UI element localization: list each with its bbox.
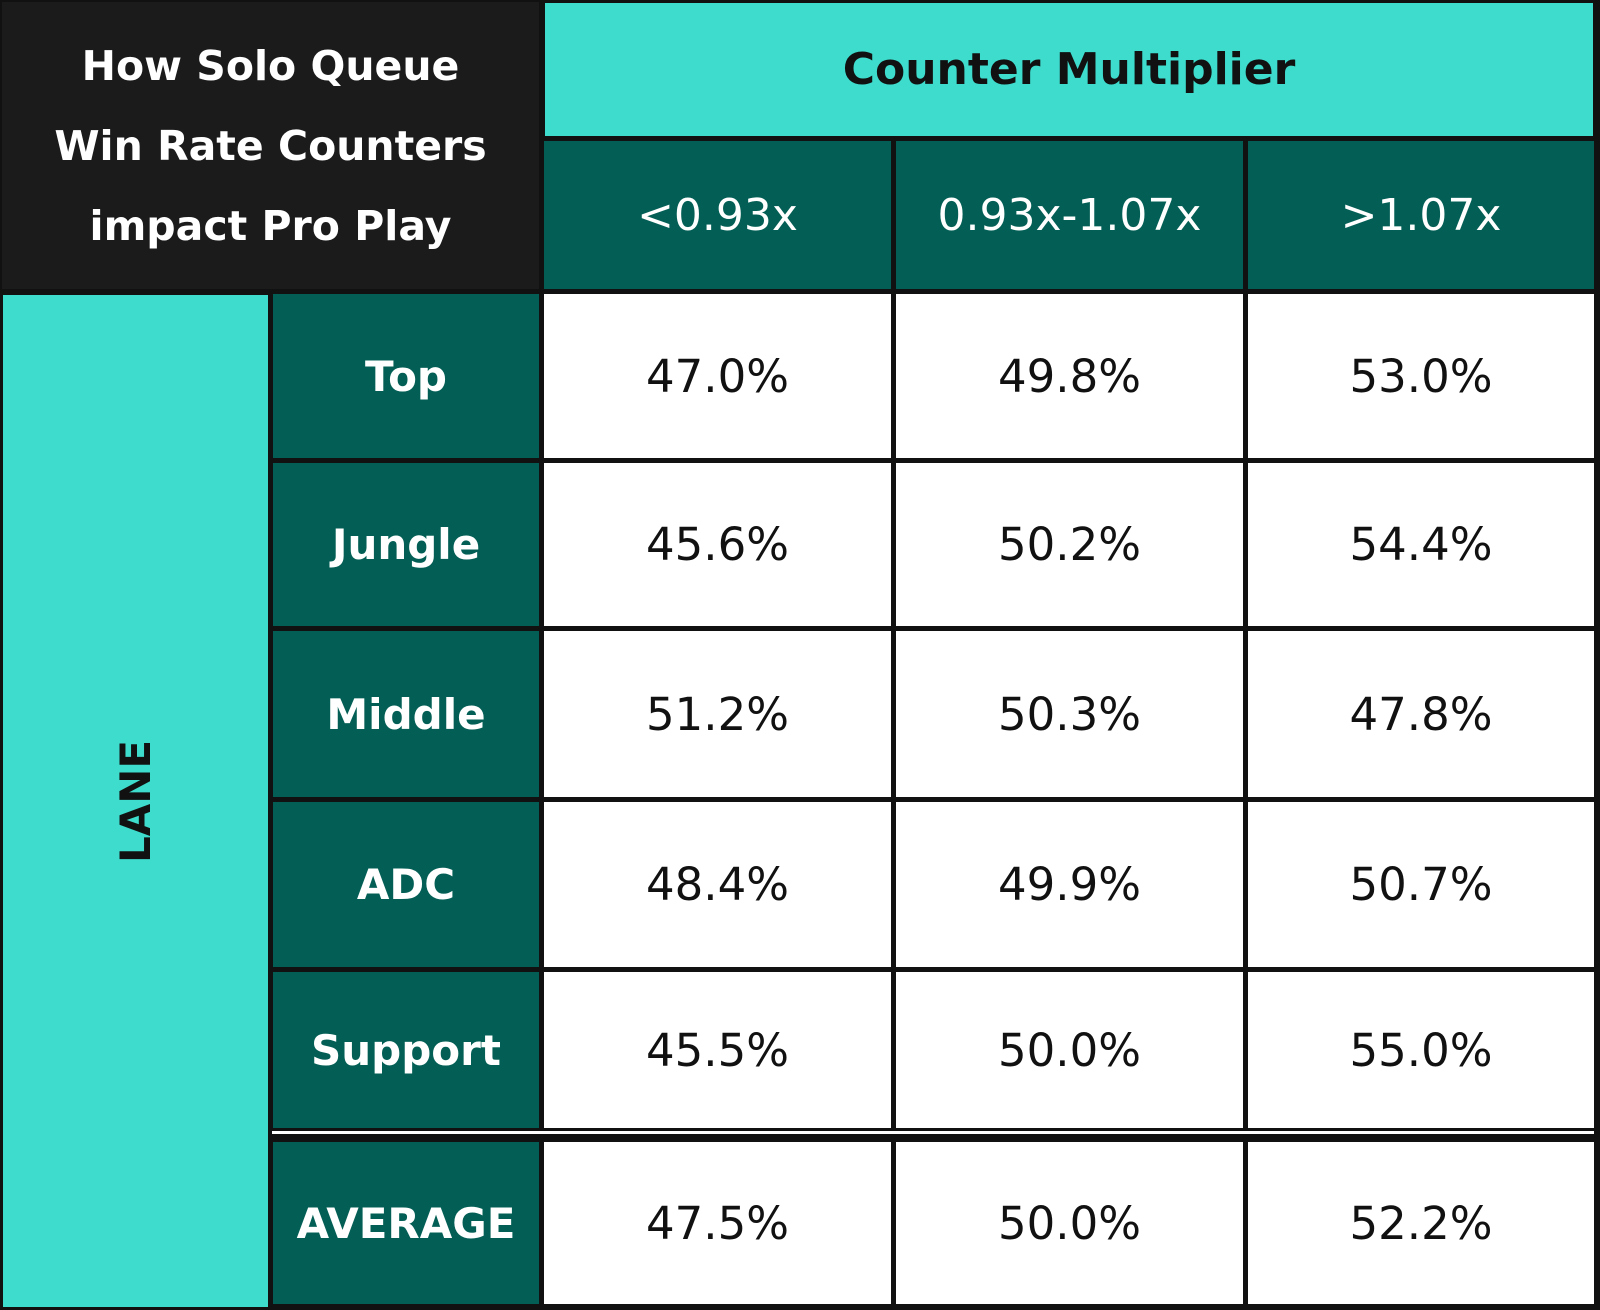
column-header: >1.07x xyxy=(1248,141,1594,289)
data-cell: 49.8% xyxy=(896,294,1243,458)
row-header: ADC xyxy=(273,802,539,967)
data-cell: 45.6% xyxy=(544,463,891,626)
data-cell: 54.4% xyxy=(1248,463,1594,626)
column-header: <0.93x xyxy=(544,141,891,289)
row-header: Top xyxy=(273,294,539,458)
data-cell: 53.0% xyxy=(1248,294,1594,458)
data-cell: 47.5% xyxy=(544,1142,891,1304)
row-group-label: LANE xyxy=(110,739,160,863)
data-cell: 45.5% xyxy=(544,972,891,1128)
title-line: How Solo Queue xyxy=(81,41,460,90)
data-cell: 47.8% xyxy=(1248,631,1594,797)
data-cell: 55.0% xyxy=(1248,972,1594,1128)
data-cell: 49.9% xyxy=(896,802,1243,967)
column-group-header: Counter Multiplier xyxy=(545,3,1593,136)
data-cell: 47.0% xyxy=(544,294,891,458)
data-cell: 50.2% xyxy=(896,463,1243,626)
title-line: Win Rate Counters xyxy=(54,121,487,170)
row-header: Support xyxy=(273,972,539,1128)
row-group-header: LANE xyxy=(3,295,268,1307)
table-title: How Solo Queue Win Rate Counters impact Pr… xyxy=(2,2,539,289)
data-cell: 52.2% xyxy=(1248,1142,1594,1304)
title-line: impact Pro Play xyxy=(89,201,452,250)
row-header: AVERAGE xyxy=(273,1142,539,1304)
double-rule xyxy=(272,1131,1594,1134)
data-cell: 50.0% xyxy=(896,972,1243,1128)
data-cell: 50.7% xyxy=(1248,802,1594,967)
data-cell: 50.3% xyxy=(896,631,1243,797)
data-cell: 50.0% xyxy=(896,1142,1243,1304)
data-cell: 48.4% xyxy=(544,802,891,967)
row-header: Jungle xyxy=(273,463,539,626)
column-header: 0.93x-1.07x xyxy=(896,141,1243,289)
row-header: Middle xyxy=(273,631,539,797)
data-cell: 51.2% xyxy=(544,631,891,797)
